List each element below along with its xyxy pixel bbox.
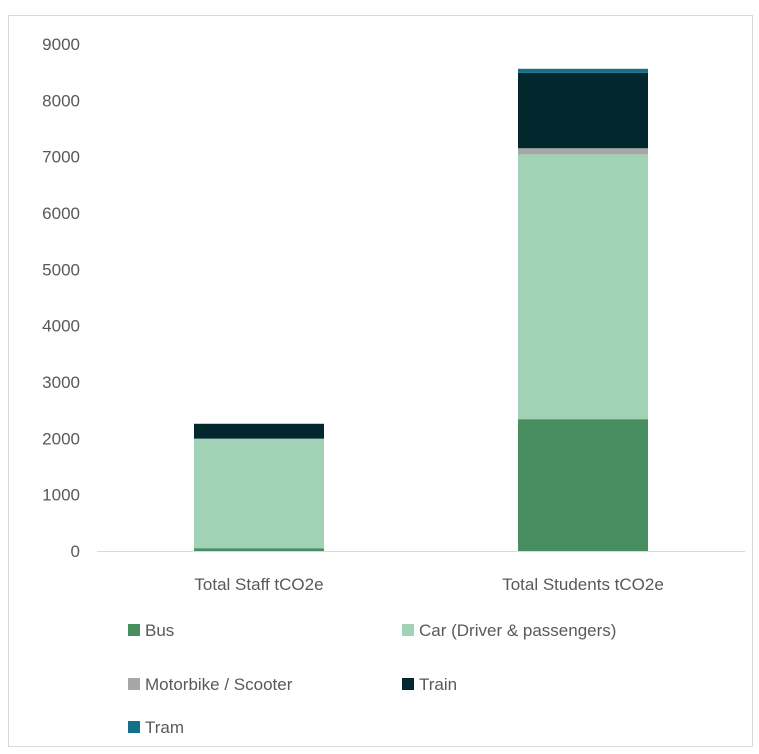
y-tick-label: 6000 — [42, 204, 80, 223]
legend: Bus Car (Driver & passengers) Motorbike / … — [128, 621, 616, 737]
bar-segment — [194, 438, 324, 549]
legend-swatch — [402, 678, 414, 690]
x-category-label: Total Students tCO2e — [502, 575, 664, 594]
legend-label: Car (Driver & passengers) — [419, 621, 616, 640]
bar-segment — [518, 72, 648, 149]
x-category-label: Total Staff tCO2e — [194, 575, 323, 594]
bar-segment — [518, 68, 648, 73]
y-tick-label: 7000 — [42, 148, 80, 167]
y-tick-label: 9000 — [42, 35, 80, 54]
legend-swatch — [128, 721, 140, 733]
bar-segment — [518, 148, 648, 155]
y-tick-label: 0 — [71, 542, 80, 561]
y-axis-ticks: 0 1000 2000 3000 4000 5000 6000 7000 8000 9000 — [42, 35, 80, 561]
bar-segment — [518, 419, 648, 551]
legend-label: Train — [419, 675, 457, 694]
category-labels: Total Staff tCO2e Total Students tCO2e — [194, 575, 663, 594]
bar-segment — [518, 154, 648, 420]
legend-swatch — [128, 624, 140, 636]
legend-label: Bus — [145, 621, 174, 640]
legend-swatch — [402, 624, 414, 636]
y-tick-label: 4000 — [42, 317, 80, 336]
y-tick-label: 5000 — [42, 260, 80, 279]
y-tick-label: 8000 — [42, 91, 80, 110]
legend-label: Tram — [145, 718, 184, 737]
y-tick-label: 1000 — [42, 486, 80, 505]
bar-segment — [194, 423, 324, 439]
bar-segment — [194, 548, 324, 551]
y-tick-label: 3000 — [42, 373, 80, 392]
bars — [194, 68, 648, 551]
legend-swatch — [128, 678, 140, 690]
legend-label: Motorbike / Scooter — [145, 675, 293, 694]
y-tick-label: 2000 — [42, 429, 80, 448]
